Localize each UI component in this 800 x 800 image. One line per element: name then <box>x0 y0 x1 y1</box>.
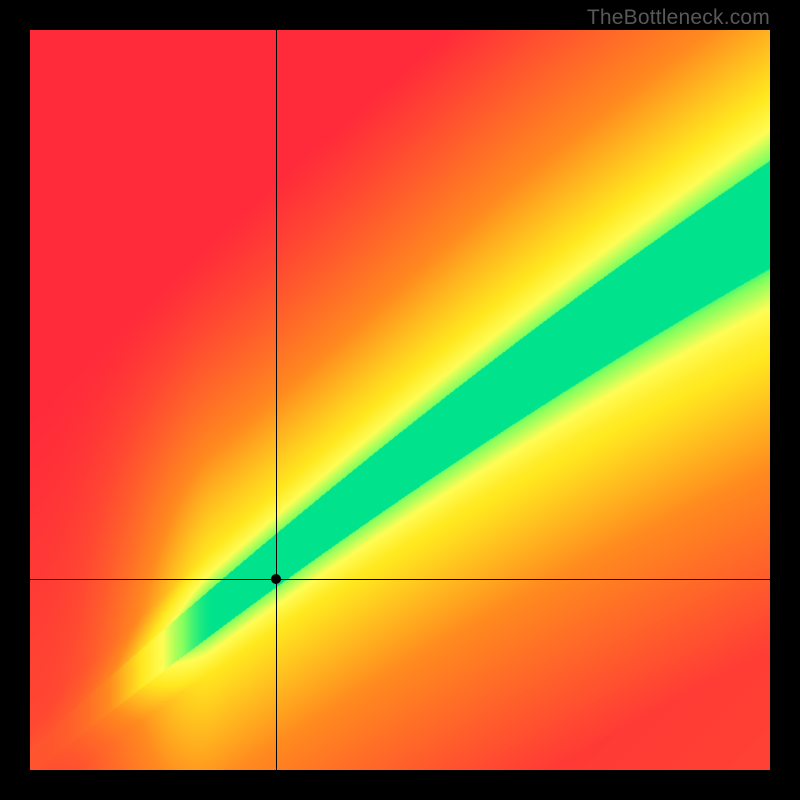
crosshair-horizontal <box>30 579 770 580</box>
watermark-text: TheBottleneck.com <box>587 6 770 30</box>
heatmap-canvas <box>30 30 770 770</box>
heatmap-plot <box>30 30 770 770</box>
data-point-marker <box>271 574 281 584</box>
crosshair-vertical <box>276 30 277 770</box>
